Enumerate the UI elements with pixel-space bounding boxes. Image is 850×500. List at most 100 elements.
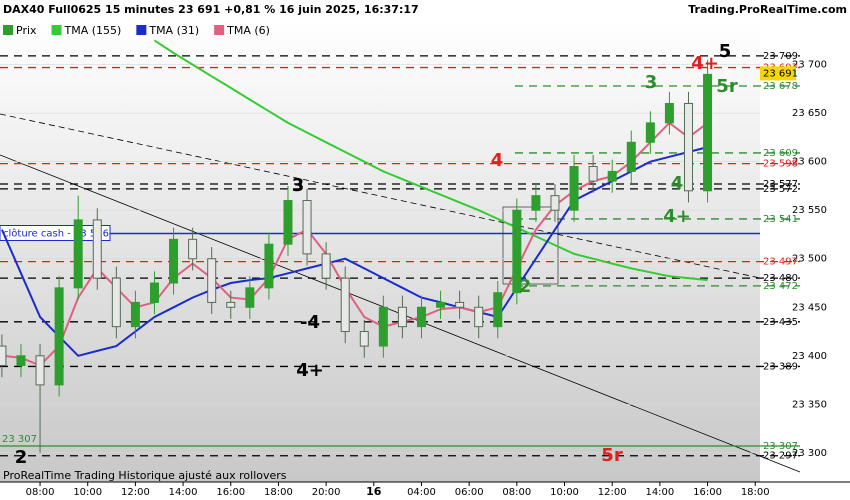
x-tick-label: 12:00	[121, 487, 150, 498]
annotation: 5r	[716, 76, 738, 97]
candle-body	[226, 301, 236, 308]
level-label: 23 297	[763, 451, 798, 462]
annotation: 3	[292, 175, 305, 196]
candle-body	[340, 277, 350, 333]
y-tick-label: 23 450	[792, 302, 827, 313]
candle-body	[92, 219, 102, 279]
footer: ProRealTime Trading Historique ajusté au…	[3, 469, 287, 482]
legend-label: TMA (155)	[64, 24, 122, 37]
x-tick-label: 08:00	[26, 487, 55, 498]
candle-body	[359, 331, 369, 347]
level-label: 23 678	[763, 81, 798, 92]
level-label: 23 541	[763, 214, 798, 225]
annotation: -4	[300, 312, 320, 333]
level-label-left: 23 307	[2, 434, 37, 445]
candle-body	[207, 258, 217, 303]
y-tick-label: 23 500	[792, 254, 827, 265]
annotation: 4+	[663, 206, 691, 227]
candle-body	[378, 306, 388, 347]
candle-body	[283, 200, 293, 245]
legend-swatch	[51, 25, 62, 35]
x-tick-label: 04:00	[407, 487, 436, 498]
candle-body	[436, 301, 446, 308]
current-price-box	[760, 66, 796, 81]
level-label: 23 709	[763, 51, 798, 62]
level-label: 23 472	[763, 281, 798, 292]
candle-body	[512, 209, 522, 294]
candle-body	[302, 200, 312, 255]
header-title: DAX40 Full0625 15 minutes 23 691 +0,81 %…	[3, 3, 419, 16]
level-label: 23 497	[763, 257, 798, 268]
x-tick-label: 16	[366, 485, 382, 498]
level-label: 23 307	[763, 441, 798, 452]
annotation: 4+	[691, 53, 719, 74]
candle-body	[54, 287, 64, 386]
candle-body	[531, 195, 541, 211]
candle-body	[397, 306, 407, 328]
legend-swatch	[3, 25, 13, 35]
candle-body	[569, 166, 579, 211]
level-label: 23 609	[763, 148, 798, 159]
y-tick-label: 23 700	[792, 60, 827, 71]
candle-body	[645, 122, 655, 143]
y-tick-label: 23 650	[792, 108, 827, 119]
y-tick-label: 23 600	[792, 157, 827, 168]
candle-body	[169, 238, 179, 284]
annotation: 5r	[601, 445, 623, 466]
candle-body	[683, 102, 693, 192]
x-tick-label: 18:00	[264, 487, 293, 498]
price-axis-background	[760, 20, 850, 482]
candle-body	[111, 277, 121, 328]
candle-body	[703, 73, 713, 192]
level-label: 23 389	[763, 361, 798, 372]
legend-label: TMA (31)	[148, 24, 199, 37]
x-tick-label: 10:00	[73, 487, 102, 498]
candle-body	[16, 355, 26, 366]
annotation: 4	[491, 150, 504, 171]
x-tick-label: 14:00	[169, 487, 198, 498]
candle-body	[130, 301, 140, 328]
y-tick-label: 23 300	[792, 448, 827, 459]
candle-body	[664, 102, 674, 124]
candle-body	[188, 238, 198, 260]
candle-body	[0, 345, 7, 366]
candle-body	[321, 253, 331, 279]
candle-body	[264, 243, 274, 289]
candle-body	[550, 195, 560, 211]
candle-body	[474, 306, 484, 328]
candle-body	[416, 306, 426, 328]
y-tick-label: 23 350	[792, 399, 827, 410]
x-tick-label: 14:00	[645, 487, 674, 498]
annotation: 2	[15, 447, 28, 468]
candle-body	[149, 282, 159, 303]
x-tick-label: 20:00	[312, 487, 341, 498]
level-label: 23 598	[763, 159, 798, 170]
x-tick-label: 16:00	[693, 487, 722, 498]
ma-line	[153, 39, 708, 282]
current-price-label: 23 691	[763, 68, 798, 79]
annotation: 5	[719, 41, 732, 62]
x-tick-label: 18:00	[741, 487, 770, 498]
candle-body	[588, 166, 598, 182]
annotation: 3	[645, 72, 658, 93]
candle-body	[455, 301, 465, 308]
level-label: 23 435	[763, 317, 798, 328]
candle-body	[245, 287, 255, 308]
ma-line	[0, 146, 708, 357]
annotation: 4	[671, 173, 684, 194]
legend-swatch	[136, 25, 147, 35]
level-label: 23 480	[763, 273, 798, 284]
candle-body	[493, 292, 503, 328]
candle-body	[626, 141, 636, 172]
level-label: 23 577	[763, 179, 798, 190]
candle-body	[73, 219, 83, 289]
candle-body	[607, 170, 617, 182]
plot-background	[0, 20, 760, 482]
annotation: 2	[519, 276, 532, 297]
legend-label: TMA (6)	[226, 24, 270, 37]
x-tick-label: 12:00	[598, 487, 627, 498]
legend-label: Prix	[16, 24, 37, 37]
legend-swatch	[214, 25, 225, 35]
